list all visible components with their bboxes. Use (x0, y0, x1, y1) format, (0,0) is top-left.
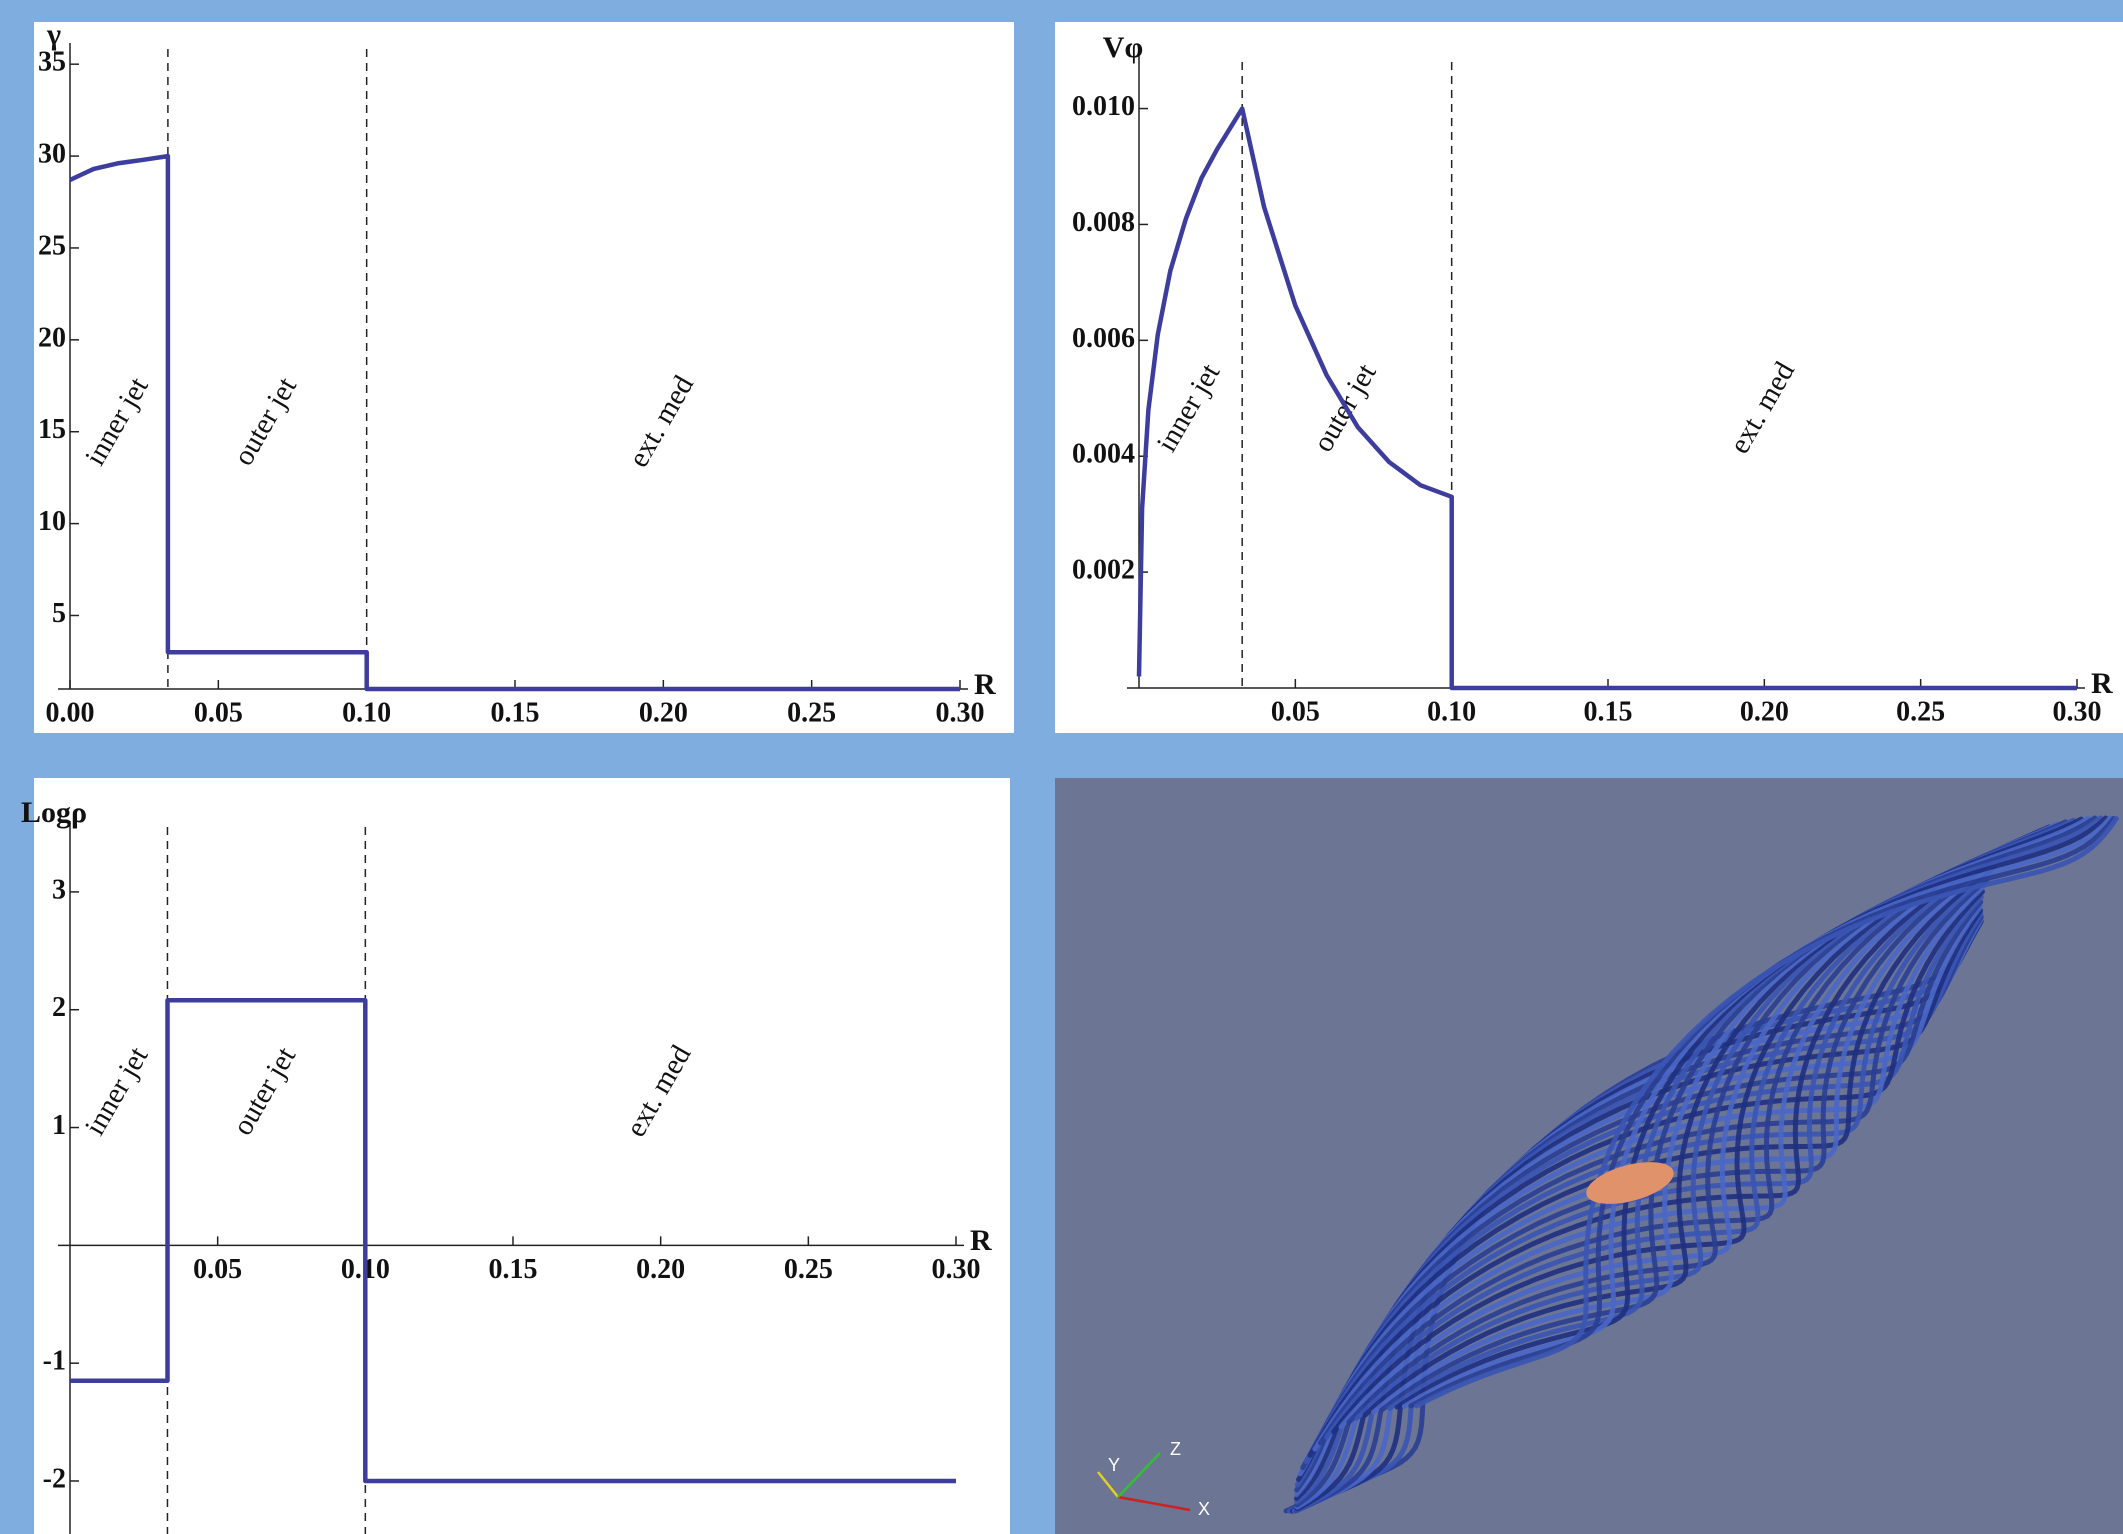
x-tick-label: 0.05 (193, 1254, 242, 1285)
y-tick-label: 10 (38, 506, 66, 537)
y-tick-label: 35 (38, 47, 66, 78)
x-tick-label: 0.30 (2053, 696, 2102, 727)
x-tick-label: 0.25 (1896, 696, 1945, 727)
x-tick-label: 0.20 (639, 697, 688, 728)
y-tick-label: 15 (38, 414, 66, 445)
y-tick-label: 30 (38, 138, 66, 169)
x-tick-label: 0.20 (1740, 696, 1789, 727)
x-tick-label: 0.00 (46, 697, 95, 728)
y-tick-label: 0.008 (1072, 207, 1135, 238)
y-tick-label: -2 (43, 1463, 66, 1494)
y-tick-label: 25 (38, 230, 66, 261)
x-tick-label: 0.20 (636, 1254, 685, 1285)
axis-glyph-label: Z (1170, 1439, 1181, 1459)
axis-glyph-label: X (1198, 1499, 1210, 1519)
y-tick-label: 3 (52, 874, 66, 905)
x-tick-label: 0.10 (1427, 696, 1476, 727)
x-tick-label: 0.30 (936, 697, 985, 728)
y-axis-label: Vφ (1103, 31, 1143, 64)
y-axis-label: γ (46, 18, 61, 51)
x-axis-label: R (2091, 667, 2113, 700)
axis-glyph-label: Y (1108, 1455, 1120, 1475)
y-tick-label: 20 (38, 322, 66, 353)
y-tick-label: 1 (52, 1110, 66, 1141)
x-tick-label: 0.10 (342, 697, 391, 728)
y-axis-label: Logρ (21, 796, 87, 829)
panel (34, 778, 1010, 1534)
x-tick-label: 0.05 (1271, 696, 1320, 727)
y-tick-label: -1 (43, 1346, 66, 1377)
y-tick-label: 0.006 (1072, 323, 1135, 354)
x-axis-label: R (974, 668, 996, 701)
x-tick-label: 0.25 (787, 697, 836, 728)
x-axis-label: R (970, 1224, 992, 1257)
figure: X Y Z 5 10 15 20 25 30 35 0.00 0.05 0.10 0.15 0.20 0.2… (0, 0, 2123, 1534)
x-tick-label: 0.25 (784, 1254, 833, 1285)
x-tick-label: 0.15 (489, 1254, 538, 1285)
y-tick-label: 2 (52, 992, 66, 1023)
x-tick-label: 0.15 (1584, 696, 1633, 727)
x-tick-label: 0.05 (194, 697, 243, 728)
panel (34, 22, 1014, 733)
y-tick-label: 5 (52, 598, 66, 629)
y-tick-label: 0.002 (1072, 555, 1135, 586)
x-tick-label: 0.15 (491, 697, 540, 728)
y-tick-label: 0.004 (1072, 439, 1135, 470)
x-tick-label: 0.30 (932, 1254, 981, 1285)
y-tick-label: 0.010 (1072, 91, 1135, 122)
